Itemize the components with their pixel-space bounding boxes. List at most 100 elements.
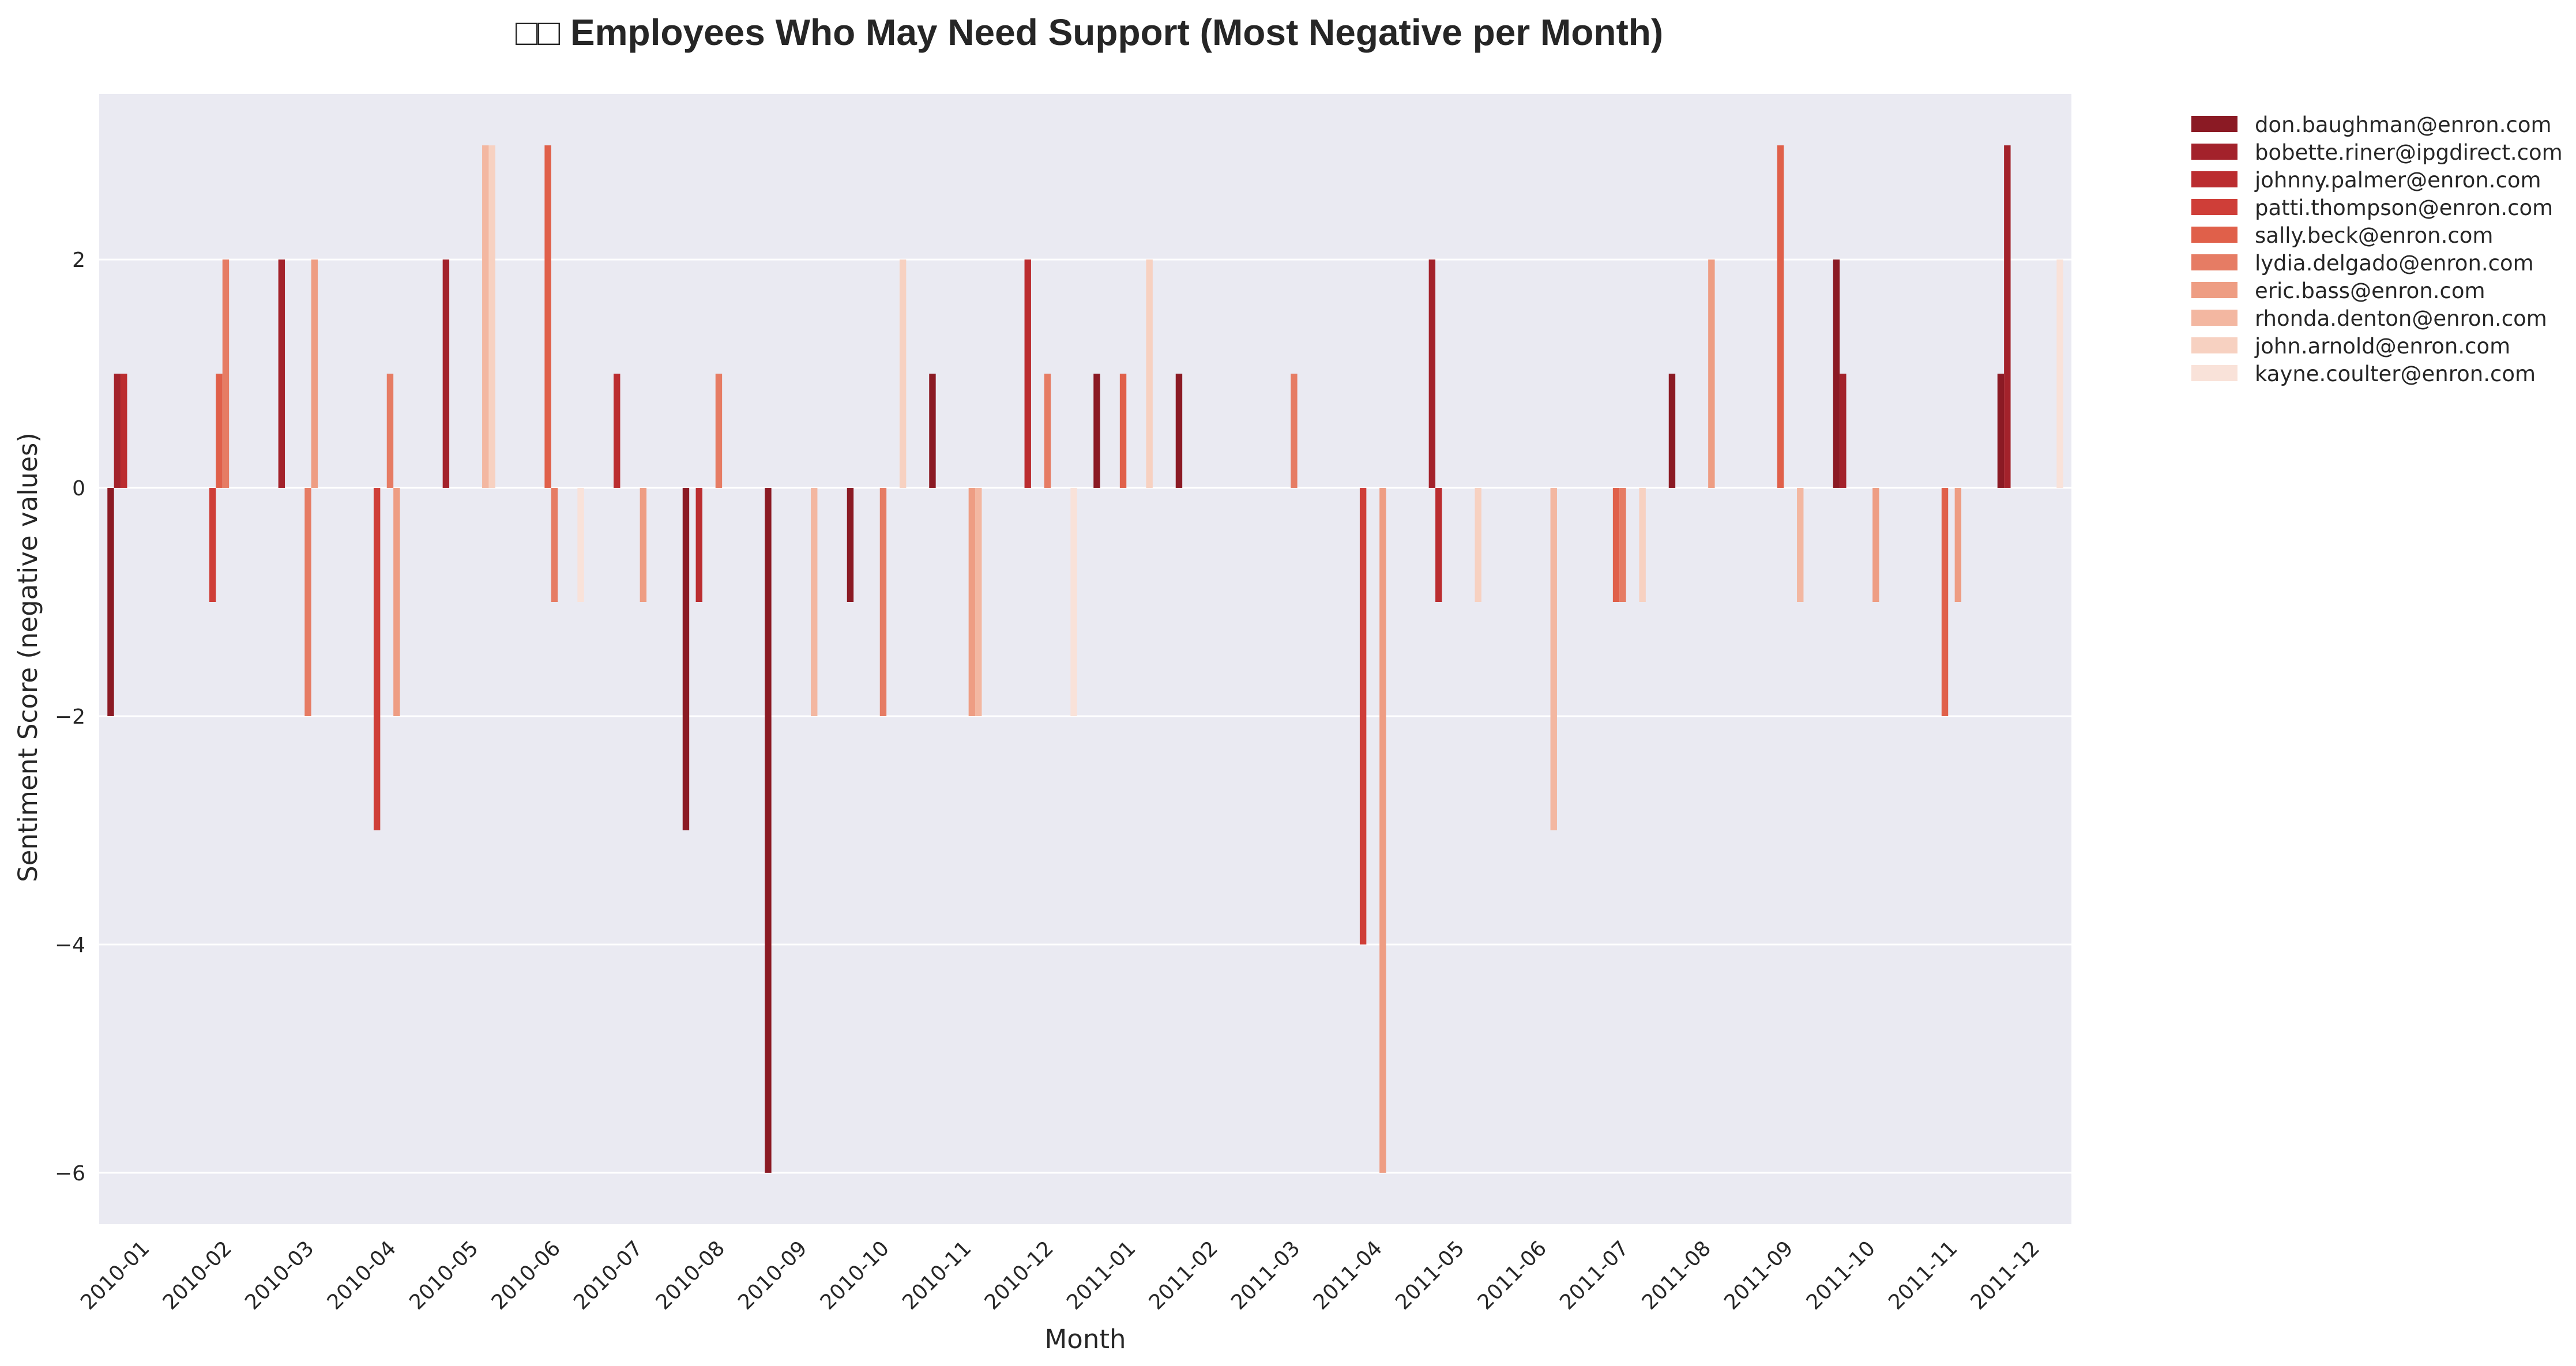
bar: [929, 374, 936, 488]
legend: don.baughman@enron.com bobette.riner@ipgd…: [2191, 112, 2563, 386]
legend-label: patti.thompson@enron.com: [2255, 195, 2553, 220]
legend-label: lydia.delgado@enron.com: [2255, 251, 2534, 276]
legend-label: don.baughman@enron.com: [2255, 112, 2552, 137]
legend-swatch: [2191, 116, 2237, 132]
bar: [209, 488, 216, 603]
bar: [488, 145, 495, 488]
x-tick-label: 2011-08: [1638, 1236, 1716, 1314]
bar: [442, 259, 450, 488]
bar: [482, 145, 489, 488]
bar: [1777, 145, 1784, 488]
x-axis-ticks: 2010-01 2010-02 2010-03 2010-04 2010-05 2010-…: [76, 1236, 2044, 1314]
bar: [278, 259, 285, 488]
bar: [1070, 488, 1077, 716]
legend-swatch: [2191, 227, 2237, 243]
x-tick-label: 2011-11: [1884, 1236, 1962, 1314]
bar: [765, 488, 772, 1173]
bar: [1475, 488, 1481, 603]
legend-label: eric.bass@enron.com: [2255, 279, 2485, 303]
bar: [216, 374, 223, 488]
bar: [1093, 374, 1100, 488]
x-tick-label: 2010-08: [652, 1236, 729, 1314]
x-tick-label: 2011-04: [1309, 1236, 1387, 1314]
y-tick-label: −2: [55, 705, 85, 729]
bar: [1840, 374, 1847, 488]
bar: [304, 488, 311, 716]
x-tick-label: 2010-02: [159, 1236, 236, 1314]
bar: [544, 145, 551, 488]
x-axis-label: Month: [1044, 1324, 1126, 1354]
legend-swatch: [2191, 171, 2237, 187]
legend-swatch: [2191, 310, 2237, 326]
legend-label: johnny.palmer@enron.com: [2254, 168, 2541, 193]
bar: [577, 488, 584, 603]
bar: [1435, 488, 1442, 603]
y-tick-label: −4: [55, 934, 85, 957]
x-tick-label: 2010-05: [405, 1236, 483, 1314]
bar: [311, 259, 318, 488]
bar: [811, 488, 818, 716]
x-tick-label: 2010-03: [240, 1236, 318, 1314]
bar: [393, 488, 400, 716]
bar: [1119, 374, 1127, 488]
x-tick-label: 2010-09: [734, 1236, 811, 1314]
bar: [682, 488, 690, 830]
x-tick-label: 2010-07: [569, 1236, 647, 1314]
bar: [968, 488, 976, 716]
bar: [879, 488, 887, 716]
x-tick-label: 2011-02: [1145, 1236, 1223, 1314]
bar: [1833, 259, 1840, 488]
x-tick-label: 2011-05: [1391, 1236, 1469, 1314]
x-tick-label: 2011-12: [1966, 1236, 2044, 1314]
x-tick-label: 2011-03: [1227, 1236, 1304, 1314]
legend-swatch: [2191, 199, 2237, 215]
bar: [373, 488, 381, 830]
bar: [121, 374, 127, 488]
bar: [1668, 374, 1676, 488]
bar: [1379, 488, 1386, 1173]
legend-label: kayne.coulter@enron.com: [2255, 362, 2536, 386]
plot-area: [99, 94, 2071, 1224]
legend-label: rhonda.denton@enron.com: [2255, 306, 2547, 331]
bar: [1175, 374, 1183, 488]
legend-label: sally.beck@enron.com: [2255, 223, 2493, 248]
bar: [1359, 488, 1367, 944]
grid-lines: [99, 258, 2071, 1174]
bar: [107, 488, 114, 716]
bar: [551, 488, 558, 603]
bar: [2056, 259, 2063, 488]
bar: [1291, 374, 1298, 488]
legend-label: bobette.riner@ipgdirect.com: [2255, 140, 2563, 165]
bar: [1024, 259, 1031, 488]
legend-swatch: [2191, 282, 2237, 298]
bar: [1146, 259, 1153, 488]
x-tick-label: 2010-10: [816, 1236, 894, 1314]
x-tick-label: 2011-07: [1555, 1236, 1633, 1314]
bar: [847, 488, 854, 603]
legend-swatch: [2191, 144, 2237, 160]
bar: [1044, 374, 1051, 488]
bar: [114, 374, 121, 488]
bar: [1639, 488, 1646, 603]
x-tick-label: 2011-10: [1802, 1236, 1880, 1314]
bar: [1997, 374, 2005, 488]
x-tick-label: 2010-01: [76, 1236, 154, 1314]
bar: [1872, 488, 1879, 603]
bar: [695, 488, 702, 603]
y-tick-label: −6: [55, 1162, 85, 1186]
y-tick-label: 2: [72, 249, 85, 272]
bar: [640, 488, 647, 603]
x-tick-label: 2011-06: [1473, 1236, 1551, 1314]
bar: [1708, 259, 1715, 488]
x-tick-label: 2010-12: [980, 1236, 1058, 1314]
bar: [1612, 488, 1620, 603]
bar: [386, 374, 394, 488]
bar: [975, 488, 982, 716]
bar: [1619, 488, 1626, 603]
legend-swatch: [2191, 254, 2237, 270]
bars-group: [107, 145, 2063, 1173]
bar: [1428, 259, 1436, 488]
bar: [614, 374, 621, 488]
y-tick-label: 0: [72, 477, 85, 501]
